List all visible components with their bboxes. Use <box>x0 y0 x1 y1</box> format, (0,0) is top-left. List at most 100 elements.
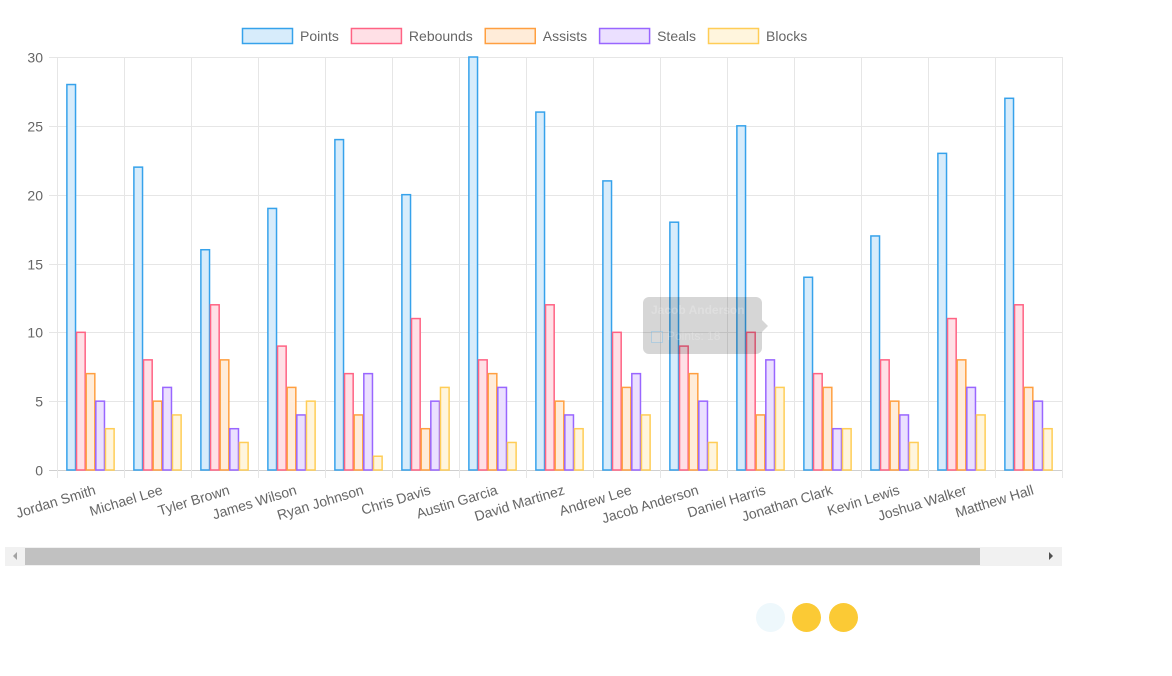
bar-steals <box>966 386 977 471</box>
bar-points <box>334 138 345 471</box>
scrollbar-thumb[interactable] <box>25 548 980 565</box>
bar-points <box>401 193 412 471</box>
bar-steals <box>1033 400 1044 471</box>
bar-steals <box>631 372 642 471</box>
bar-points <box>870 235 881 471</box>
bar-points <box>468 56 479 471</box>
bar-blocks <box>439 386 450 471</box>
bar-blocks <box>640 414 651 471</box>
bar-assists <box>621 386 632 471</box>
bar-blocks <box>238 441 249 471</box>
bar-points <box>267 207 278 471</box>
bar-points <box>669 221 680 471</box>
x-tick-label: Michael Lee <box>87 482 164 519</box>
y-tick-label: 5 <box>35 394 43 410</box>
bar-assists <box>889 400 900 471</box>
bar-rebounds <box>745 331 756 471</box>
bar-steals <box>430 400 441 471</box>
bar-points <box>602 180 613 471</box>
y-tick-label: 15 <box>27 257 43 273</box>
bar-assists <box>755 414 766 471</box>
legend-swatch-blocks <box>707 27 760 45</box>
bar-rebounds <box>343 372 354 471</box>
y-tick-label: 25 <box>27 119 43 135</box>
bar-blocks <box>908 441 919 471</box>
bar-points <box>1004 97 1015 471</box>
bar-assists <box>85 372 96 471</box>
legend: Points Rebounds Assists Steals Blocks <box>241 27 807 45</box>
bar-assists <box>152 400 163 471</box>
y-tick-label: 20 <box>27 188 43 204</box>
bar-steals <box>95 400 106 471</box>
legend-label-points: Points <box>300 28 339 44</box>
bar-assists <box>554 400 565 471</box>
bar-assists <box>956 359 967 471</box>
bar-blocks <box>506 441 517 471</box>
bar-blocks <box>975 414 986 471</box>
bar-steals <box>363 372 374 471</box>
indicator-dot <box>792 603 821 632</box>
horizontal-scrollbar[interactable] <box>5 547 1062 566</box>
legend-label-blocks: Blocks <box>766 28 807 44</box>
bar-points <box>535 111 546 471</box>
bar-points <box>66 83 77 471</box>
bar-rebounds <box>142 359 153 471</box>
tooltip-body: Points: 18 <box>667 329 721 343</box>
scroll-right-arrow-icon[interactable] <box>1049 552 1053 560</box>
bar-rebounds <box>879 359 890 471</box>
legend-swatch-rebounds <box>350 27 403 45</box>
bar-rebounds <box>410 317 421 471</box>
y-tick-label: 0 <box>35 463 43 479</box>
bar-steals <box>564 414 575 471</box>
bar-rebounds <box>812 372 823 471</box>
bar-assists <box>420 427 431 471</box>
bar-rebounds <box>75 331 86 471</box>
bar-blocks <box>305 400 316 471</box>
bar-blocks <box>171 414 182 471</box>
legend-swatch-steals <box>598 27 651 45</box>
legend-swatch-points <box>241 27 294 45</box>
bar-steals <box>229 427 240 471</box>
legend-label-assists: Assists <box>543 28 587 44</box>
bar-points <box>937 152 948 471</box>
bar-steals <box>162 386 173 471</box>
bar-rebounds <box>544 304 555 471</box>
grid <box>49 57 1063 478</box>
bar-assists <box>688 372 699 471</box>
x-tick-label: Jordan Smith <box>14 482 98 521</box>
tooltip-caret <box>762 320 768 332</box>
bar-blocks <box>841 427 852 471</box>
bar-points <box>133 166 144 471</box>
bars <box>66 56 1053 471</box>
bar-rebounds <box>209 304 220 471</box>
bar-points <box>803 276 814 471</box>
bar-blocks <box>573 427 584 471</box>
legend-swatch-assists <box>484 27 536 45</box>
bar-assists <box>1023 386 1034 471</box>
bar-points <box>200 248 211 471</box>
bar-steals <box>899 414 910 471</box>
bar-rebounds <box>276 345 287 471</box>
bar-steals <box>832 427 843 471</box>
bar-rebounds <box>946 317 957 471</box>
tooltip: Jacob Anderson Points: 18 <box>643 297 762 354</box>
x-tick-label: Matthew Hall <box>953 482 1035 521</box>
bar-rebounds <box>611 331 622 471</box>
tooltip-title: Jacob Anderson <box>651 303 745 317</box>
bar-assists <box>219 359 230 471</box>
bar-rebounds <box>477 359 488 471</box>
legend-label-steals: Steals <box>657 28 696 44</box>
bar-blocks <box>1042 427 1053 471</box>
y-tick-label: 10 <box>27 325 43 341</box>
y-tick-label: 30 <box>27 50 43 66</box>
scroll-left-arrow-icon[interactable] <box>13 552 17 560</box>
bar-assists <box>353 414 364 471</box>
tooltip-color-swatch <box>651 331 663 343</box>
bar-assists <box>487 372 498 471</box>
indicator-dot <box>756 603 785 632</box>
bar-blocks <box>372 455 383 471</box>
bar-steals <box>698 400 709 471</box>
legend-label-rebounds: Rebounds <box>409 28 473 44</box>
